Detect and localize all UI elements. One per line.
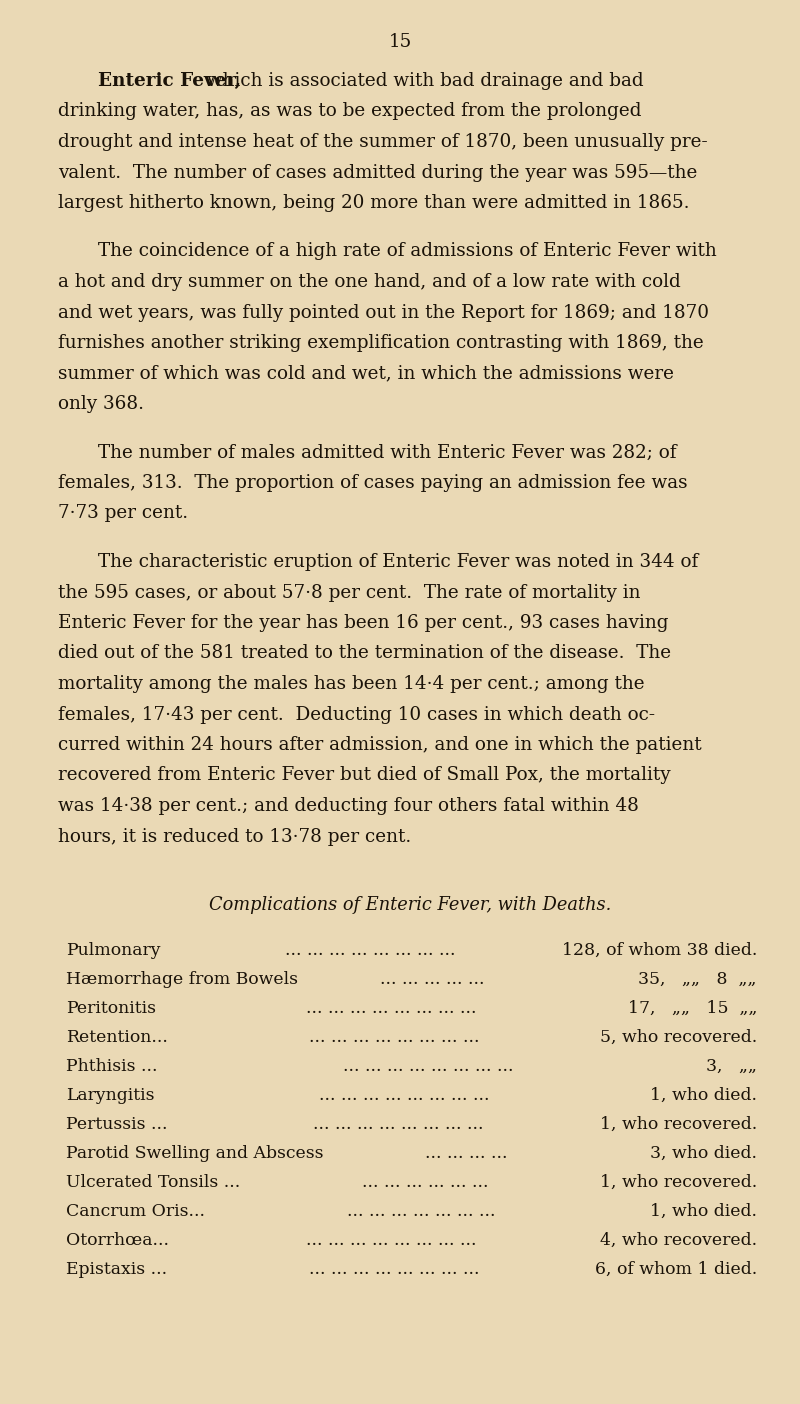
Text: Cancrum Oris...: Cancrum Oris... xyxy=(66,1203,205,1220)
Text: Epistaxis ...: Epistaxis ... xyxy=(66,1261,167,1278)
Text: 7·73 per cent.: 7·73 per cent. xyxy=(58,504,188,522)
Text: 5, who recovered.: 5, who recovered. xyxy=(600,1029,757,1046)
Text: only 368.: only 368. xyxy=(58,395,144,413)
Text: summer of which was cold and wet, in which the admissions were: summer of which was cold and wet, in whi… xyxy=(58,365,674,382)
Text: Laryngitis: Laryngitis xyxy=(66,1087,154,1104)
Text: a hot and dry summer on the one hand, and of a low rate with cold: a hot and dry summer on the one hand, an… xyxy=(58,272,681,291)
Text: Complications of Enteric Fever, with Deaths.: Complications of Enteric Fever, with Dea… xyxy=(209,896,611,914)
Text: The number of males admitted with Enteric Fever was 282; of: The number of males admitted with Enteri… xyxy=(98,444,677,462)
Text: recovered from Enteric Fever but died of Small Pox, the mortality: recovered from Enteric Fever but died of… xyxy=(58,767,670,785)
Text: ... ... ... ... ... ... ... ...: ... ... ... ... ... ... ... ... xyxy=(319,1087,490,1104)
Text: 6, of whom 1 died.: 6, of whom 1 died. xyxy=(594,1261,757,1278)
Text: Retention...: Retention... xyxy=(66,1029,168,1046)
Text: drought and intense heat of the summer of 1870, been unusually pre-: drought and intense heat of the summer o… xyxy=(58,133,708,152)
Text: hours, it is reduced to 13·78 per cent.: hours, it is reduced to 13·78 per cent. xyxy=(58,827,411,845)
Text: Ulcerated Tonsils ...: Ulcerated Tonsils ... xyxy=(66,1174,240,1191)
Text: drinking water, has, as was to be expected from the prolonged: drinking water, has, as was to be expect… xyxy=(58,102,642,121)
Text: which is associated with bad drainage and bad: which is associated with bad drainage an… xyxy=(202,72,644,90)
Text: ... ... ... ...: ... ... ... ... xyxy=(425,1144,507,1161)
Text: 3, who died.: 3, who died. xyxy=(650,1144,757,1161)
Text: Pulmonary: Pulmonary xyxy=(66,942,161,959)
Text: 128, of whom 38 died.: 128, of whom 38 died. xyxy=(562,942,757,959)
Text: ... ... ... ... ...: ... ... ... ... ... xyxy=(380,970,484,988)
Text: ... ... ... ... ... ...: ... ... ... ... ... ... xyxy=(362,1174,488,1191)
Text: Hæmorrhage from Bowels: Hæmorrhage from Bowels xyxy=(66,970,298,988)
Text: females, 313.  The proportion of cases paying an admission fee was: females, 313. The proportion of cases pa… xyxy=(58,475,688,491)
Text: ... ... ... ... ... ... ... ...: ... ... ... ... ... ... ... ... xyxy=(310,1261,480,1278)
Text: 1, who died.: 1, who died. xyxy=(650,1203,757,1220)
Text: ... ... ... ... ... ... ... ...: ... ... ... ... ... ... ... ... xyxy=(313,1116,483,1133)
Text: furnishes another striking exemplification contrasting with 1869, the: furnishes another striking exemplificati… xyxy=(58,334,704,352)
Text: Peritonitis: Peritonitis xyxy=(66,1000,156,1016)
Text: ... ... ... ... ... ... ...: ... ... ... ... ... ... ... xyxy=(347,1203,496,1220)
Text: Pertussis ...: Pertussis ... xyxy=(66,1116,167,1133)
Text: 15: 15 xyxy=(388,34,412,51)
Text: Phthisis ...: Phthisis ... xyxy=(66,1057,158,1074)
Text: valent.  The number of cases admitted during the year was 595—the: valent. The number of cases admitted dur… xyxy=(58,163,698,181)
Text: ... ... ... ... ... ... ... ...: ... ... ... ... ... ... ... ... xyxy=(306,1231,476,1248)
Text: Otorrhœa...: Otorrhœa... xyxy=(66,1231,169,1248)
Text: Enteric Fever,: Enteric Fever, xyxy=(98,72,241,90)
Text: died out of the 581 treated to the termination of the disease.  The: died out of the 581 treated to the termi… xyxy=(58,644,671,663)
Text: Parotid Swelling and Abscess: Parotid Swelling and Abscess xyxy=(66,1144,323,1161)
Text: ... ... ... ... ... ... ... ...: ... ... ... ... ... ... ... ... xyxy=(306,1000,476,1016)
Text: ... ... ... ... ... ... ... ...: ... ... ... ... ... ... ... ... xyxy=(309,1029,480,1046)
Text: 4, who recovered.: 4, who recovered. xyxy=(600,1231,757,1248)
Text: largest hitherto known, being 20 more than were admitted in 1865.: largest hitherto known, being 20 more th… xyxy=(58,194,690,212)
Text: Enteric Fever for the year has been 16 per cent., 93 cases having: Enteric Fever for the year has been 16 p… xyxy=(58,614,669,632)
Text: 17,   „„   15  „„: 17, „„ 15 „„ xyxy=(627,1000,757,1016)
Text: 35,   „„   8  „„: 35, „„ 8 „„ xyxy=(638,970,757,988)
Text: and wet years, was fully pointed out in the Report for 1869; and 1870: and wet years, was fully pointed out in … xyxy=(58,303,709,322)
Text: 3,   „„: 3, „„ xyxy=(706,1057,757,1074)
Text: ... ... ... ... ... ... ... ...: ... ... ... ... ... ... ... ... xyxy=(286,942,456,959)
Text: ... ... ... ... ... ... ... ...: ... ... ... ... ... ... ... ... xyxy=(343,1057,514,1074)
Text: females, 17·43 per cent.  Deducting 10 cases in which death oc-: females, 17·43 per cent. Deducting 10 ca… xyxy=(58,705,655,723)
Text: 1, who recovered.: 1, who recovered. xyxy=(600,1174,757,1191)
Text: 1, who died.: 1, who died. xyxy=(650,1087,757,1104)
Text: was 14·38 per cent.; and deducting four others fatal within 48: was 14·38 per cent.; and deducting four … xyxy=(58,797,639,814)
Text: 1, who recovered.: 1, who recovered. xyxy=(600,1116,757,1133)
Text: curred within 24 hours after admission, and one in which the patient: curred within 24 hours after admission, … xyxy=(58,736,702,754)
Text: The characteristic eruption of Enteric Fever was noted in 344 of: The characteristic eruption of Enteric F… xyxy=(98,553,698,571)
Text: the 595 cases, or about 57·8 per cent.  The rate of mortality in: the 595 cases, or about 57·8 per cent. T… xyxy=(58,584,641,601)
Text: The coincidence of a high rate of admissions of Enteric Fever with: The coincidence of a high rate of admiss… xyxy=(98,243,717,261)
Text: mortality among the males has been 14·4 per cent.; among the: mortality among the males has been 14·4 … xyxy=(58,675,645,694)
